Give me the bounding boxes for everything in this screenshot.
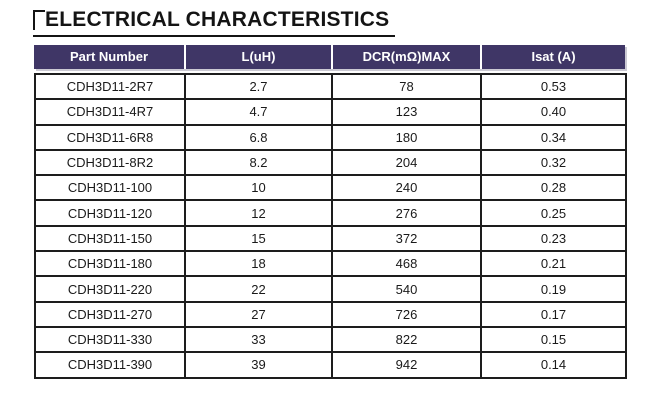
table-cell-isat: 0.28: [480, 174, 627, 202]
table-cell-dcr-max: 822: [331, 325, 482, 354]
table-cell-part-number: CDH3D11-8R2: [34, 148, 186, 177]
table-cell-isat: 0.23: [480, 224, 627, 253]
electrical-characteristics-table: CDH3D11-2R7 2.7 78 0.53 CDH3D11-4R7 4.7 …: [34, 72, 627, 379]
table-cell-part-number: CDH3D11-2R7: [34, 72, 186, 101]
table-cell-isat: 0.32: [480, 148, 627, 177]
column-header-part-number: Part Number: [69, 49, 149, 64]
table-cell-inductance: 22: [184, 275, 333, 303]
table-cell-isat: 0.15: [480, 325, 627, 354]
table-row: CDH3D11-270 27 726 0.17: [34, 300, 627, 328]
table-row: CDH3D11-180 18 468 0.21: [34, 250, 627, 278]
table-cell-part-number: CDH3D11-180: [34, 250, 186, 278]
table-header-row: Part Number L(uH) DCR(mΩ)MAX Isat (A): [34, 45, 625, 69]
table-cell-inductance: 15: [184, 224, 333, 253]
table-cell-isat: 0.40: [480, 98, 627, 126]
table-cell-dcr-max: 942: [331, 351, 482, 379]
table-cell-part-number: CDH3D11-6R8: [34, 123, 186, 151]
table-cell-part-number: CDH3D11-120: [34, 199, 186, 227]
table-cell-part-number: CDH3D11-220: [34, 275, 186, 303]
table-cell-isat: 0.14: [480, 351, 627, 379]
table-cell-isat: 0.17: [480, 300, 627, 328]
table-body: CDH3D11-2R7 2.7 78 0.53 CDH3D11-4R7 4.7 …: [34, 72, 627, 379]
table-cell-dcr-max: 204: [331, 148, 482, 177]
table-cell-inductance: 33: [184, 325, 333, 354]
table-row: CDH3D11-220 22 540 0.19: [34, 275, 627, 303]
table-row: CDH3D11-100 10 240 0.28: [34, 174, 627, 202]
table-cell-dcr-max: 240: [331, 174, 482, 202]
table-cell-isat: 0.53: [480, 72, 627, 101]
column-header-inductance: L(uH): [184, 45, 331, 69]
table-cell-isat: 0.34: [480, 123, 627, 151]
table-cell-dcr-max: 78: [331, 72, 482, 101]
table-row: CDH3D11-150 15 372 0.23: [34, 224, 627, 253]
table-cell-isat: 0.21: [480, 250, 627, 278]
table-cell-part-number: CDH3D11-390: [34, 351, 186, 379]
table-cell-dcr-max: 372: [331, 224, 482, 253]
table-cell-dcr-max: 540: [331, 275, 482, 303]
table-cell-inductance: 6.8: [184, 123, 333, 151]
section-title-frame: ELECTRICAL CHARACTERISTICS: [33, 7, 396, 37]
table-cell-inductance: 27: [184, 300, 333, 328]
table-cell-inductance: 2.7: [184, 72, 333, 101]
table-cell-dcr-max: 123: [331, 98, 482, 126]
table-cell-dcr-max: 468: [331, 250, 482, 278]
table-row: CDH3D11-8R2 8.2 204 0.32: [34, 148, 627, 177]
table-cell-inductance: 12: [184, 199, 333, 227]
table-cell-part-number: CDH3D11-4R7: [34, 98, 186, 126]
table-cell-inductance: 18: [184, 250, 333, 278]
table-cell-inductance: 8.2: [184, 148, 333, 177]
table-cell-inductance: 4.7: [184, 98, 333, 126]
table-row: CDH3D11-120 12 276 0.25: [34, 199, 627, 227]
table-cell-inductance: 39: [184, 351, 333, 379]
table-cell-part-number: CDH3D11-330: [34, 325, 186, 354]
table-cell-part-number: CDH3D11-150: [34, 224, 186, 253]
table-cell-inductance: 10: [184, 174, 333, 202]
table-row: CDH3D11-2R7 2.7 78 0.53: [34, 72, 627, 101]
column-header-isat: Isat (A): [480, 45, 625, 69]
table-row: CDH3D11-4R7 4.7 123 0.40: [34, 98, 627, 126]
table-cell-part-number: CDH3D11-270: [34, 300, 186, 328]
column-header-dcr-max: DCR(mΩ)MAX: [331, 45, 480, 69]
table-row: CDH3D11-330 33 822 0.15: [34, 325, 627, 354]
table-cell-dcr-max: 180: [331, 123, 482, 151]
table-cell-dcr-max: 726: [331, 300, 482, 328]
table-cell-part-number: CDH3D11-100: [34, 174, 186, 202]
table-cell-isat: 0.19: [480, 275, 627, 303]
table-row: CDH3D11-390 39 942 0.14: [34, 351, 627, 379]
table-cell-isat: 0.25: [480, 199, 627, 227]
page-title: ELECTRICAL CHARACTERISTICS: [45, 8, 390, 31]
table-cell-dcr-max: 276: [331, 199, 482, 227]
table-row: CDH3D11-6R8 6.8 180 0.34: [34, 123, 627, 151]
